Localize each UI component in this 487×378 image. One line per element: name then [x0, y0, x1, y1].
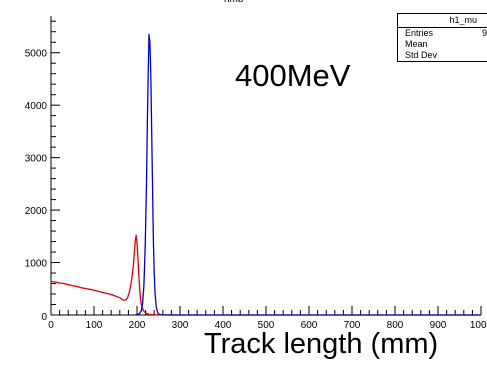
- histogram-title: hmb: [224, 0, 243, 5]
- stats-box-title: h1_mu: [398, 14, 487, 28]
- stats-box: h1_mu Entries 9 Mean Std Dev: [397, 13, 487, 62]
- stats-row-entries: Entries 9: [398, 28, 487, 39]
- x-tick-label: 1000: [470, 320, 487, 331]
- series-line-2: [134, 33, 481, 316]
- x-axis-title: Track length (mm): [204, 328, 439, 360]
- x-tick-label: 400: [215, 320, 232, 331]
- y-tick-label: 5000: [25, 49, 48, 60]
- y-tick-label: 3000: [25, 154, 48, 165]
- y-tick-label-zero: 0: [41, 312, 47, 323]
- x-tick-label: 800: [387, 320, 404, 331]
- x-tick-label: 900: [430, 320, 447, 331]
- stats-label: Mean: [405, 39, 428, 49]
- x-tick-label: 200: [129, 320, 146, 331]
- x-tick-label: 600: [301, 320, 318, 331]
- x-tick-label: 300: [172, 320, 189, 331]
- x-tick-label: 0: [48, 320, 54, 331]
- stats-label: Std Dev: [405, 50, 438, 60]
- stats-label: Entries: [405, 28, 434, 38]
- x-tick-label: 500: [258, 320, 275, 331]
- y-tick-label: 4000: [25, 101, 48, 112]
- x-tick-label: 700: [344, 320, 361, 331]
- stats-row-mean: Mean: [398, 39, 487, 50]
- x-tick-label: 100: [86, 320, 103, 331]
- y-tick-label: 1000: [25, 259, 48, 270]
- stats-row-stddev: Std Dev: [398, 50, 487, 61]
- energy-annotation: 400MeV: [235, 58, 351, 93]
- y-tick-label: 2000: [25, 206, 48, 217]
- stats-value: 9: [482, 28, 487, 38]
- series-line-1: [50, 234, 481, 316]
